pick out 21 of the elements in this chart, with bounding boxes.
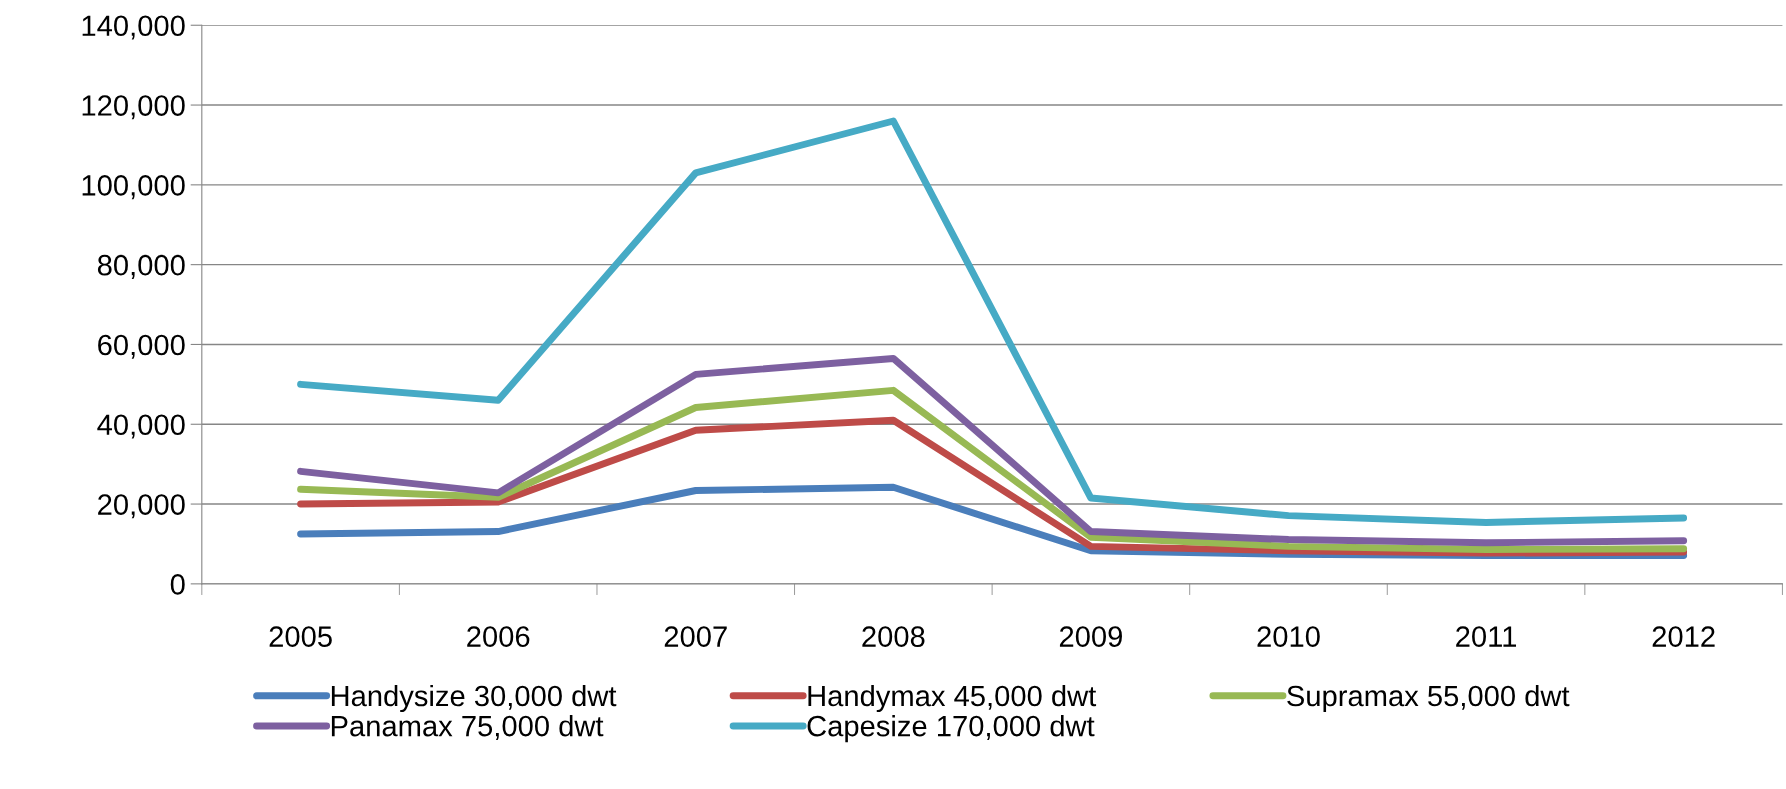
x-tick-label: 2012 [1652, 626, 1715, 647]
y-tick-label: 140,000 [82, 15, 185, 40]
x-tick-label: 2008 [862, 626, 925, 647]
y-tick-label: 0 [170, 574, 185, 595]
x-tick-label: 2010 [1257, 626, 1320, 647]
legend-label: Supramax 55,000 dwt [1287, 684, 1570, 713]
x-tick-label: 2005 [269, 626, 332, 647]
x-tick-label: 2006 [467, 626, 530, 647]
y-tick-label: 40,000 [97, 414, 185, 439]
x-tick-label: 2011 [1456, 626, 1517, 647]
x-tick-label: 2007 [664, 626, 727, 647]
y-tick-label: 20,000 [98, 494, 185, 519]
legend-label: Handysize 30,000 dwt [331, 684, 617, 713]
y-tick-label: 120,000 [82, 95, 185, 120]
x-tick-label: 2009 [1059, 626, 1122, 647]
legend-label: Capesize 170,000 dwt [807, 715, 1095, 743]
y-tick-label: 60,000 [98, 334, 185, 359]
legend-label: Panamax 75,000 dwt [331, 715, 604, 740]
legend-label: Handymax 45,000 dwt [808, 684, 1097, 713]
y-tick-label: 80,000 [97, 254, 185, 279]
y-tick-label: 100,000 [82, 175, 185, 200]
